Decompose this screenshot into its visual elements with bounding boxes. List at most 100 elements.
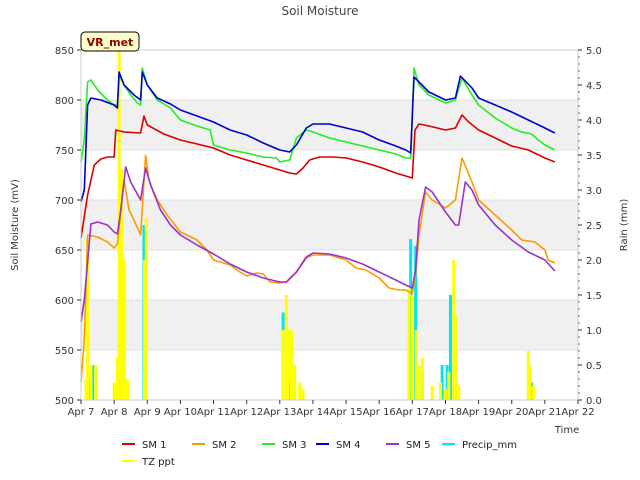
background-band-2 bbox=[81, 100, 578, 150]
y-tick-label-6: 800 bbox=[55, 96, 74, 107]
bar-tz-ppt-26 bbox=[443, 389, 447, 400]
x-tick-label-4: Apr 11 bbox=[197, 407, 230, 418]
x-tick-label-5: Apr 12 bbox=[230, 407, 263, 418]
site-label-box: VR_met bbox=[80, 31, 140, 52]
legend-label: Precip_mm bbox=[462, 440, 517, 451]
y2-tick-label-6: 3.0 bbox=[586, 186, 602, 197]
y-tick-label-1: 550 bbox=[55, 346, 74, 357]
bar-tz-ppt-5 bbox=[115, 358, 119, 400]
x-tick-label-8: Apr 15 bbox=[329, 407, 362, 418]
legend-label: SM 2 bbox=[212, 440, 237, 451]
y2-tick-label-2: 1.0 bbox=[586, 326, 602, 337]
bar-tz-ppt-1 bbox=[86, 239, 90, 400]
y-tick-label-0: 500 bbox=[55, 396, 74, 407]
x-tick-label-9: Apr 16 bbox=[363, 407, 396, 418]
bar-precip-mm-6 bbox=[288, 379, 292, 400]
bar-tz-ppt-15 bbox=[289, 330, 293, 400]
background-band-1 bbox=[81, 200, 578, 250]
bar-precip-mm-7 bbox=[409, 239, 413, 400]
y-tick-label-3: 650 bbox=[55, 246, 74, 257]
bar-tz-ppt-21 bbox=[414, 330, 418, 400]
bar-tz-ppt-16 bbox=[293, 365, 297, 400]
x-tick-label-6: Apr 13 bbox=[263, 407, 296, 418]
y2-tick-label-4: 2.0 bbox=[586, 256, 602, 267]
bar-tz-ppt-9 bbox=[125, 379, 129, 400]
y2-axis-ticks: 0.0 0.5 1.0 1.5 2.0 2.5 3.0 3.5 4.0 4.5 5.0 bbox=[578, 46, 602, 407]
sm-lines bbox=[80, 67, 556, 383]
bar-tz-ppt-19 bbox=[407, 288, 411, 400]
y-axis-ticks: 500 550 600 650 700 750 800 850 bbox=[55, 46, 81, 407]
x-tick-label-7: Apr 14 bbox=[296, 407, 329, 418]
legend-entry-tz-ppt: TZ ppt bbox=[122, 457, 175, 468]
bar-tz-ppt-32 bbox=[528, 365, 532, 400]
legend-entry-sm-2: SM 2 bbox=[192, 440, 237, 451]
x-tick-label-12: Apr 19 bbox=[462, 407, 495, 418]
bar-tz-ppt-28 bbox=[452, 260, 456, 400]
bar-tz-ppt-13 bbox=[284, 295, 288, 400]
y-tick-label-5: 750 bbox=[55, 146, 74, 157]
y2-tick-label-9: 4.5 bbox=[586, 81, 602, 92]
legend-entry-sm-4: SM 4 bbox=[316, 440, 361, 451]
y2-tick-label-10: 5.0 bbox=[586, 46, 602, 57]
bar-tz-ppt-3 bbox=[94, 365, 98, 400]
y-axis-label: Soil Moisture (mV) bbox=[10, 179, 21, 271]
y2-tick-label-3: 1.5 bbox=[586, 291, 602, 302]
y-tick-label-2: 600 bbox=[55, 296, 74, 307]
x-tick-label-14: Apr 21 bbox=[528, 407, 561, 418]
x-tick-label-2: Apr 9 bbox=[134, 407, 161, 418]
bar-tz-ppt-18 bbox=[301, 389, 305, 400]
bar-precip-mm-1 bbox=[91, 365, 95, 400]
bar-tz-ppt-7 bbox=[119, 169, 123, 400]
legend-label: SM 5 bbox=[406, 440, 431, 451]
bar-precip-mm-15 bbox=[530, 382, 534, 400]
line-sm-1 bbox=[80, 114, 556, 239]
x-tick-label-0: Apr 7 bbox=[68, 407, 95, 418]
bar-tz-ppt-12 bbox=[281, 330, 285, 400]
legend-entry-sm-5: SM 5 bbox=[386, 440, 431, 451]
y2-tick-label-5: 2.5 bbox=[586, 221, 602, 232]
line-sm-4 bbox=[80, 71, 556, 203]
line-sm-5 bbox=[80, 166, 556, 323]
bar-tz-ppt-11 bbox=[144, 218, 148, 400]
y-tick-label-7: 850 bbox=[55, 46, 74, 57]
bar-tz-ppt-14 bbox=[286, 330, 290, 400]
legend-label: SM 1 bbox=[142, 440, 167, 451]
legend-label: SM 3 bbox=[282, 440, 307, 451]
x-tick-label-1: Apr 8 bbox=[101, 407, 128, 418]
bar-precip-mm-12 bbox=[445, 365, 449, 400]
x-tick-label-3: Apr 10 bbox=[164, 407, 197, 418]
legend-entry-precip-mm: Precip_mm bbox=[442, 440, 517, 451]
bar-tz-ppt-17 bbox=[298, 382, 302, 400]
legend-label: SM 4 bbox=[336, 440, 361, 451]
x-tick-label-11: Apr 18 bbox=[429, 407, 462, 418]
chart-title: Soil Moisture bbox=[281, 4, 358, 18]
bar-tz-ppt-31 bbox=[526, 351, 530, 400]
bar-tz-ppt-2 bbox=[89, 365, 93, 400]
x-tick-label-15: Apr 22 bbox=[561, 407, 594, 418]
bar-tz-ppt-30 bbox=[457, 386, 461, 400]
bar-tz-ppt-25 bbox=[438, 382, 442, 400]
x-tick-label-10: Apr 17 bbox=[396, 407, 429, 418]
x-axis-ticks: Apr 7 Apr 8 Apr 9 Apr 10 Apr 11 Apr 12 Apr 13 A… bbox=[68, 400, 595, 418]
y-tick-label-4: 700 bbox=[55, 196, 74, 207]
legend-entry-sm-1: SM 1 bbox=[122, 440, 167, 451]
bar-tz-ppt-33 bbox=[531, 386, 535, 400]
bar-precip-mm-0 bbox=[87, 379, 91, 400]
bar-tz-ppt-20 bbox=[410, 295, 414, 400]
background-band-0 bbox=[81, 300, 578, 350]
site-label: VR_met bbox=[87, 36, 134, 49]
legend-label: TZ ppt bbox=[141, 457, 175, 468]
y2-tick-label-0: 0.0 bbox=[586, 396, 602, 407]
x-axis-label: Time bbox=[554, 425, 579, 436]
x-tick-label-13: Apr 20 bbox=[495, 407, 528, 418]
bar-tz-ppt-22 bbox=[417, 365, 421, 400]
bar-tz-ppt-0 bbox=[84, 379, 88, 400]
bar-tz-ppt-27 bbox=[447, 372, 451, 400]
legend-entry-sm-3: SM 3 bbox=[262, 440, 307, 451]
bar-tz-ppt-23 bbox=[420, 358, 424, 400]
y2-tick-label-7: 3.5 bbox=[586, 151, 602, 162]
bar-tz-ppt-24 bbox=[430, 386, 434, 400]
bar-tz-ppt-8 bbox=[122, 260, 126, 400]
bar-precip-mm-8 bbox=[414, 246, 418, 400]
